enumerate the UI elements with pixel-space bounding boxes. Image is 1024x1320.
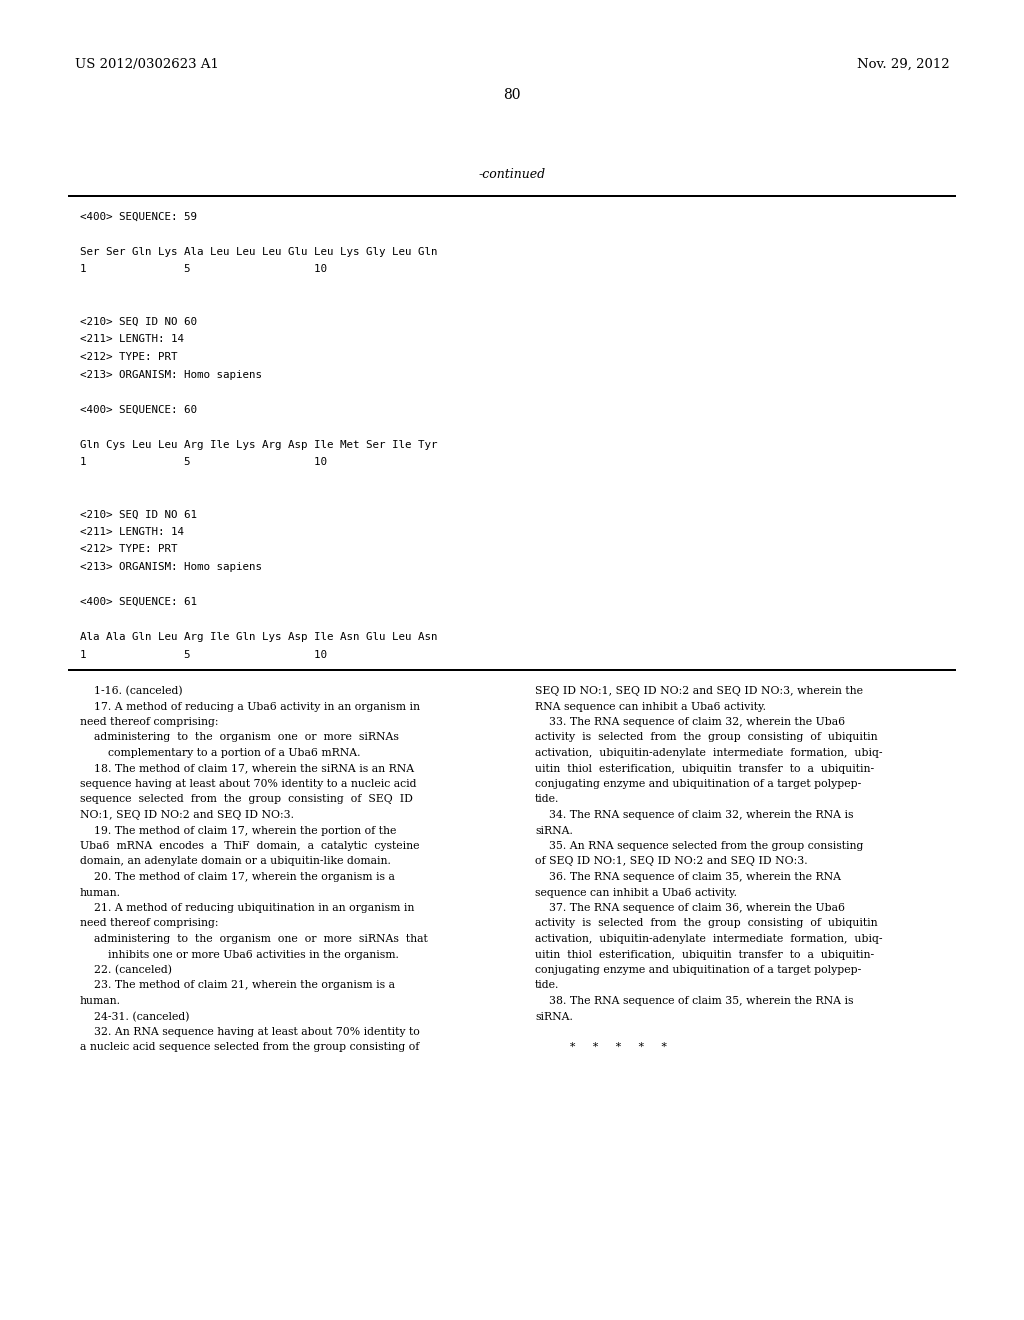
Text: need thereof comprising:: need thereof comprising:: [80, 717, 218, 727]
Text: human.: human.: [80, 997, 121, 1006]
Text: 32. An RNA sequence having at least about 70% identity to: 32. An RNA sequence having at least abou…: [80, 1027, 420, 1038]
Text: 35. An RNA sequence selected from the group consisting: 35. An RNA sequence selected from the gr…: [535, 841, 863, 851]
Text: <213> ORGANISM: Homo sapiens: <213> ORGANISM: Homo sapiens: [80, 370, 262, 380]
Text: 20. The method of claim 17, wherein the organism is a: 20. The method of claim 17, wherein the …: [80, 873, 395, 882]
Text: uitin  thiol  esterification,  ubiquitin  transfer  to  a  ubiquitin-: uitin thiol esterification, ubiquitin tr…: [535, 763, 874, 774]
Text: tide.: tide.: [535, 981, 559, 990]
Text: 1-16. (canceled): 1-16. (canceled): [80, 686, 182, 697]
Text: 38. The RNA sequence of claim 35, wherein the RNA is: 38. The RNA sequence of claim 35, wherei…: [535, 997, 853, 1006]
Text: of SEQ ID NO:1, SEQ ID NO:2 and SEQ ID NO:3.: of SEQ ID NO:1, SEQ ID NO:2 and SEQ ID N…: [535, 857, 808, 866]
Text: 36. The RNA sequence of claim 35, wherein the RNA: 36. The RNA sequence of claim 35, wherei…: [535, 873, 841, 882]
Text: <211> LENGTH: 14: <211> LENGTH: 14: [80, 527, 184, 537]
Text: <213> ORGANISM: Homo sapiens: <213> ORGANISM: Homo sapiens: [80, 562, 262, 572]
Text: 22. (canceled): 22. (canceled): [80, 965, 172, 975]
Text: <210> SEQ ID NO 61: <210> SEQ ID NO 61: [80, 510, 197, 520]
Text: <400> SEQUENCE: 60: <400> SEQUENCE: 60: [80, 404, 197, 414]
Text: Ser Ser Gln Lys Ala Leu Leu Leu Glu Leu Lys Gly Leu Gln: Ser Ser Gln Lys Ala Leu Leu Leu Glu Leu …: [80, 247, 437, 257]
Text: 1               5                   10: 1 5 10: [80, 649, 327, 660]
Text: *     *     *     *     *: * * * * *: [535, 1043, 667, 1052]
Text: 80: 80: [503, 88, 521, 102]
Text: 37. The RNA sequence of claim 36, wherein the Uba6: 37. The RNA sequence of claim 36, wherei…: [535, 903, 845, 913]
Text: siRNA.: siRNA.: [535, 1011, 572, 1022]
Text: Gln Cys Leu Leu Arg Ile Lys Arg Asp Ile Met Ser Ile Tyr: Gln Cys Leu Leu Arg Ile Lys Arg Asp Ile …: [80, 440, 437, 450]
Text: conjugating enzyme and ubiquitination of a target polypep-: conjugating enzyme and ubiquitination of…: [535, 779, 861, 789]
Text: NO:1, SEQ ID NO:2 and SEQ ID NO:3.: NO:1, SEQ ID NO:2 and SEQ ID NO:3.: [80, 810, 294, 820]
Text: 24-31. (canceled): 24-31. (canceled): [80, 1011, 189, 1022]
Text: RNA sequence can inhibit a Uba6 activity.: RNA sequence can inhibit a Uba6 activity…: [535, 701, 766, 711]
Text: activation,  ubiquitin-adenylate  intermediate  formation,  ubiq-: activation, ubiquitin-adenylate intermed…: [535, 935, 883, 944]
Text: activity  is  selected  from  the  group  consisting  of  ubiquitin: activity is selected from the group cons…: [535, 919, 878, 928]
Text: <400> SEQUENCE: 61: <400> SEQUENCE: 61: [80, 597, 197, 607]
Text: Uba6  mRNA  encodes  a  ThiF  domain,  a  catalytic  cysteine: Uba6 mRNA encodes a ThiF domain, a catal…: [80, 841, 420, 851]
Text: complementary to a portion of a Uba6 mRNA.: complementary to a portion of a Uba6 mRN…: [80, 748, 360, 758]
Text: activity  is  selected  from  the  group  consisting  of  ubiquitin: activity is selected from the group cons…: [535, 733, 878, 742]
Text: administering  to  the  organism  one  or  more  siRNAs: administering to the organism one or mor…: [80, 733, 399, 742]
Text: 34. The RNA sequence of claim 32, wherein the RNA is: 34. The RNA sequence of claim 32, wherei…: [535, 810, 853, 820]
Text: 17. A method of reducing a Uba6 activity in an organism in: 17. A method of reducing a Uba6 activity…: [80, 701, 420, 711]
Text: US 2012/0302623 A1: US 2012/0302623 A1: [75, 58, 219, 71]
Text: Nov. 29, 2012: Nov. 29, 2012: [857, 58, 950, 71]
Text: tide.: tide.: [535, 795, 559, 804]
Text: <211> LENGTH: 14: <211> LENGTH: 14: [80, 334, 184, 345]
Text: <210> SEQ ID NO 60: <210> SEQ ID NO 60: [80, 317, 197, 327]
Text: domain, an adenylate domain or a ubiquitin-like domain.: domain, an adenylate domain or a ubiquit…: [80, 857, 391, 866]
Text: sequence having at least about 70% identity to a nucleic acid: sequence having at least about 70% ident…: [80, 779, 417, 789]
Text: uitin  thiol  esterification,  ubiquitin  transfer  to  a  ubiquitin-: uitin thiol esterification, ubiquitin tr…: [535, 949, 874, 960]
Text: sequence  selected  from  the  group  consisting  of  SEQ  ID: sequence selected from the group consist…: [80, 795, 413, 804]
Text: administering  to  the  organism  one  or  more  siRNAs  that: administering to the organism one or mor…: [80, 935, 428, 944]
Text: <400> SEQUENCE: 59: <400> SEQUENCE: 59: [80, 213, 197, 222]
Text: SEQ ID NO:1, SEQ ID NO:2 and SEQ ID NO:3, wherein the: SEQ ID NO:1, SEQ ID NO:2 and SEQ ID NO:3…: [535, 686, 863, 696]
Text: 1               5                   10: 1 5 10: [80, 264, 327, 275]
Text: sequence can inhibit a Uba6 activity.: sequence can inhibit a Uba6 activity.: [535, 887, 737, 898]
Text: human.: human.: [80, 887, 121, 898]
Text: siRNA.: siRNA.: [535, 825, 572, 836]
Text: <212> TYPE: PRT: <212> TYPE: PRT: [80, 544, 177, 554]
Text: conjugating enzyme and ubiquitination of a target polypep-: conjugating enzyme and ubiquitination of…: [535, 965, 861, 975]
Text: <212> TYPE: PRT: <212> TYPE: PRT: [80, 352, 177, 362]
Text: 1               5                   10: 1 5 10: [80, 457, 327, 467]
Text: 33. The RNA sequence of claim 32, wherein the Uba6: 33. The RNA sequence of claim 32, wherei…: [535, 717, 845, 727]
Text: activation,  ubiquitin-adenylate  intermediate  formation,  ubiq-: activation, ubiquitin-adenylate intermed…: [535, 748, 883, 758]
Text: 23. The method of claim 21, wherein the organism is a: 23. The method of claim 21, wherein the …: [80, 981, 395, 990]
Text: Ala Ala Gln Leu Arg Ile Gln Lys Asp Ile Asn Glu Leu Asn: Ala Ala Gln Leu Arg Ile Gln Lys Asp Ile …: [80, 632, 437, 642]
Text: -continued: -continued: [478, 168, 546, 181]
Text: inhibits one or more Uba6 activities in the organism.: inhibits one or more Uba6 activities in …: [80, 949, 399, 960]
Text: 19. The method of claim 17, wherein the portion of the: 19. The method of claim 17, wherein the …: [80, 825, 396, 836]
Text: 18. The method of claim 17, wherein the siRNA is an RNA: 18. The method of claim 17, wherein the …: [80, 763, 414, 774]
Text: need thereof comprising:: need thereof comprising:: [80, 919, 218, 928]
Text: a nucleic acid sequence selected from the group consisting of: a nucleic acid sequence selected from th…: [80, 1043, 420, 1052]
Text: 21. A method of reducing ubiquitination in an organism in: 21. A method of reducing ubiquitination …: [80, 903, 415, 913]
